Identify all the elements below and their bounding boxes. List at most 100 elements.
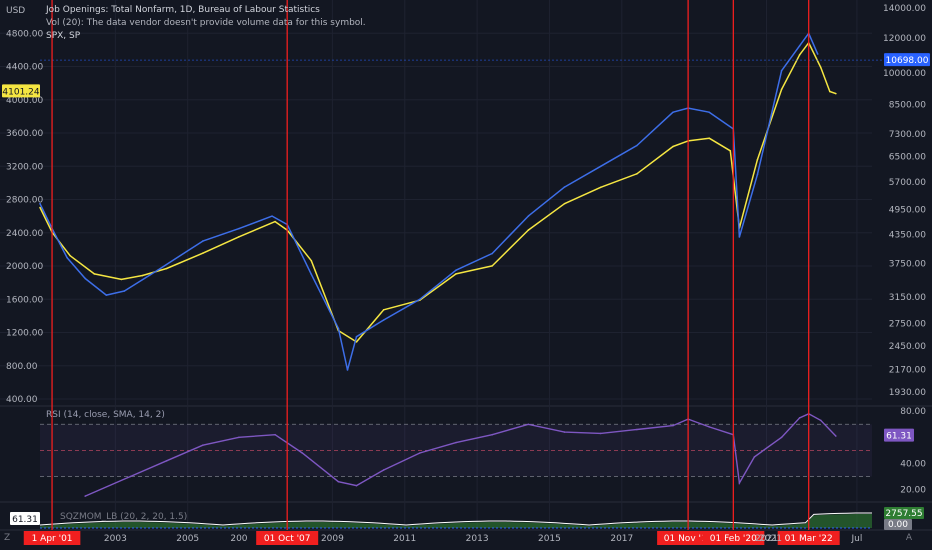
data-point [238, 235, 240, 238]
time-axis-tick: Jul [850, 534, 862, 544]
data-point [123, 290, 126, 292]
corner-left-label[interactable]: Z [4, 533, 11, 543]
data-point [382, 319, 385, 321]
data-point [310, 259, 313, 262]
right-axis-tick: 7300.00 [889, 130, 926, 140]
volume-note: Vol (20): The data vendor doesn't provid… [46, 18, 366, 28]
left-axis-tick: 800.00 [6, 362, 38, 372]
time-axis-tick: 2021 [755, 534, 778, 544]
time-axis-tick: 2017 [610, 534, 633, 544]
data-point [636, 173, 638, 175]
left-axis-tick: 2400.00 [6, 229, 43, 239]
currency-label: USD [6, 6, 26, 16]
data-point [419, 298, 421, 301]
rsi-axis-tick: 20.00 [900, 486, 926, 496]
right-axis-tick: 2750.00 [889, 319, 926, 329]
chart-title[interactable]: Job Openings: Total Nonfarm, 1D, Bureau … [46, 5, 320, 15]
data-point [337, 327, 340, 330]
time-axis-tick: 2015 [538, 534, 561, 544]
data-point [355, 341, 358, 343]
rsi-badge [884, 428, 914, 442]
sqzmom-left-badge [10, 512, 40, 525]
data-point [165, 267, 168, 270]
corner-right-label[interactable]: A [905, 533, 912, 543]
rsi-point [672, 424, 674, 427]
time-axis-tick: 2005 [176, 534, 199, 544]
data-point [39, 206, 41, 209]
rsi-point [753, 456, 756, 458]
data-point [798, 44, 801, 47]
rsi-point [382, 469, 385, 471]
data-point [355, 335, 358, 338]
data-point [798, 53, 801, 56]
rsi-point [201, 444, 204, 446]
rsi-point [238, 436, 240, 439]
rsi-axis-tick: 80.00 [900, 407, 926, 417]
rsi-point [84, 495, 87, 497]
left-axis-tick: 3200.00 [6, 162, 43, 172]
data-point [274, 220, 276, 223]
data-point [84, 277, 87, 280]
right-price-badge [884, 53, 930, 67]
data-point [816, 53, 819, 55]
event-marker-label: 01 Mar '22 [785, 534, 833, 544]
right-axis-tick: 2450.00 [889, 342, 926, 352]
event-marker-badge [256, 531, 319, 545]
right-axis-tick: 3750.00 [889, 259, 926, 269]
sqzmom-label[interactable]: SQZMOM_LB (20, 2, 20, 1.5) [60, 512, 188, 522]
rsi-line [84, 413, 837, 497]
data-point [708, 137, 711, 140]
data-point [828, 90, 831, 93]
axes: 4800.00 4400.00 4000.00 3600.00 3200.00 2800.… [2, 4, 930, 544]
symbol2-label[interactable]: SPX, SP [46, 31, 81, 41]
rsi-point [708, 426, 711, 428]
rsi-point [455, 441, 457, 444]
data-point [310, 273, 313, 276]
data-point [382, 308, 385, 311]
data-point [756, 158, 759, 161]
data-point [527, 215, 530, 217]
data-point [780, 88, 783, 91]
right-axis-tick: 12000.00 [883, 34, 926, 44]
rsi-point [835, 435, 837, 437]
grid-lines [0, 0, 932, 531]
data-point [156, 269, 159, 271]
data-point [238, 227, 240, 230]
data-point [93, 273, 96, 275]
rsi-point [780, 436, 783, 439]
rsi-point [419, 452, 421, 454]
data-point [756, 173, 759, 176]
left-axis-tick: 1600.00 [6, 295, 43, 305]
data-point [527, 229, 530, 231]
time-axis-tick: 2021 [759, 534, 782, 544]
left-axis-tick: 2800.00 [6, 196, 43, 206]
data-point [39, 202, 41, 205]
data-point [120, 278, 123, 281]
rsi-point [274, 433, 276, 436]
rsi-label[interactable]: RSI (14, close, SMA, 14, 2) [46, 410, 165, 420]
rsi-point [798, 416, 801, 419]
right-axis-tick: 5700.00 [889, 178, 926, 188]
data-point [599, 165, 602, 168]
data-point [729, 150, 732, 152]
rsi-point [355, 484, 358, 487]
data-point [271, 215, 273, 217]
data-point [599, 186, 602, 189]
event-marker-label: 01 Oct '07 [264, 534, 311, 544]
right-axis-tick: 1930.00 [889, 388, 926, 398]
data-point [105, 294, 108, 296]
rsi-point [491, 433, 493, 436]
left-price-badge [2, 84, 40, 98]
rsi-point [563, 431, 566, 433]
left-price-badge-text: 4101.24 [2, 87, 39, 97]
data-point [819, 66, 822, 69]
data-point [455, 273, 457, 275]
rsi-point [599, 432, 602, 435]
left-axis-tick: 3600.00 [6, 129, 43, 139]
sqzmom-histogram [40, 514, 872, 528]
right-axis-tick: 2170.00 [889, 365, 926, 375]
left-axis-tick: 400.00 [6, 395, 38, 405]
rsi-point [527, 423, 530, 426]
